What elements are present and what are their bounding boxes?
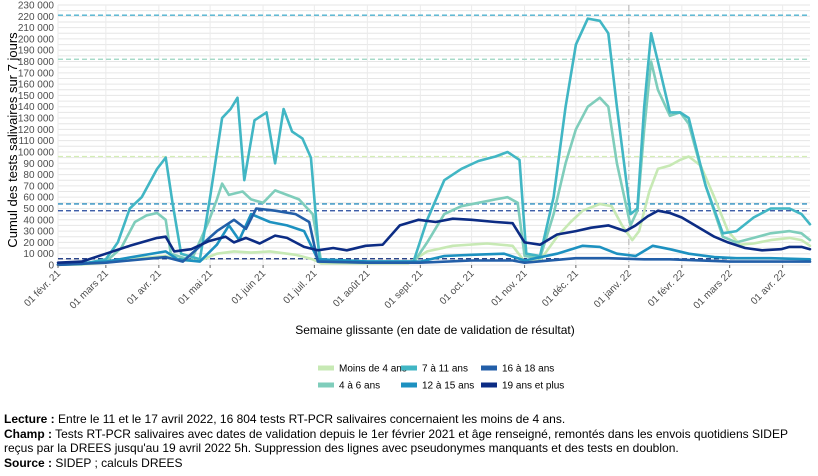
y-tick-label: 220 000 [18,12,55,23]
lecture-label: Lecture : [4,412,55,426]
y-tick-label: 230 000 [18,1,55,12]
chart-notes: Lecture : Entre le 11 et le 17 avril 202… [4,412,816,470]
legend-label: 19 ans et plus [502,381,564,392]
x-tick-label: 01 févr. 21 [22,268,63,309]
lecture-note: Lecture : Entre le 11 et le 17 avril 202… [4,412,816,427]
y-tick-label: 130 000 [18,114,55,125]
source-label: Source : [4,455,53,470]
series-line [56,212,812,267]
x-tick-label: 01 nov. 21 [489,268,530,309]
x-tick-label: 01 mars 22 [692,268,735,311]
y-tick-label: 70 000 [23,181,54,192]
x-tick-label: 01 mai 21 [176,268,215,307]
y-tick-label: 20 000 [23,238,54,249]
x-tick-label: 01 déc. 21 [540,268,581,309]
x-tick-label: 01 mars 21 [68,268,111,311]
y-tick-label: 40 000 [23,215,54,226]
x-tick-label: 01 juin 21 [230,268,269,307]
y-tick-label: 10 000 [23,249,54,260]
y-tick-label: 30 000 [23,227,54,238]
x-tick-label: 01 févr. 22 [646,268,687,309]
champ-note: Champ : Tests RT-PCR salivaires avec dat… [4,427,816,456]
legend-label: 12 à 15 ans [422,381,474,392]
source-note: Source : SIDEP ; calculs DREES [4,456,816,471]
legend-label: 7 à 11 ans [422,364,468,375]
champ-label: Champ : [4,426,52,441]
x-tick-label: 01 oct. 21 [438,268,477,307]
y-tick-label: 120 000 [18,125,55,136]
y-tick-label: 190 000 [18,46,55,57]
y-tick-label: 100 000 [18,147,55,158]
y-tick-label: 60 000 [23,193,54,204]
champ-text: Tests RT-PCR salivaires avec dates de va… [4,426,788,456]
x-tick-label: 01 avr. 21 [125,268,164,307]
y-tick-label: 140 000 [18,102,55,113]
legend-label: Moins de 4 ans [339,364,407,375]
x-tick-label: 01 sept. 21 [383,268,426,311]
x-axis-title: Semaine glissante (en date de validation… [295,323,575,337]
x-tick-label: 01 juil. 21 [281,268,319,306]
y-tick-label: 160 000 [18,80,55,91]
y-tick-label: 210 000 [18,23,55,34]
lecture-text: Entre le 11 et le 17 avril 2022, 16 804 … [54,412,566,426]
y-tick-label: 0 [48,261,54,272]
series-line [56,209,812,264]
legend-label: 16 à 18 ans [502,364,554,375]
legend: Moins de 4 ans 4 à 6 ans 7 à 11 ans 12 à 15… [318,364,564,392]
y-tick-label: 110 000 [19,136,55,147]
x-tick-label: 01 avr. 22 [749,268,788,307]
y-tick-label: 170 000 [18,68,55,79]
series-lines [56,17,812,267]
source-text: SIDEP ; calculs DREES [52,455,183,470]
x-tick-label: 01 janv. 22 [592,268,634,310]
y-tick-label: 80 000 [23,170,54,181]
series-line [56,17,812,266]
y-tick-label: 180 000 [18,57,55,68]
y-tick-label: 90 000 [23,159,54,170]
grid [57,4,810,266]
y-tick-label: 200 000 [18,34,55,45]
y-axis-title: Cumul des tests salivaires sur 7 jours [5,32,20,248]
x-tick-label: 01 août 21 [331,268,373,310]
y-tick-label: 150 000 [18,91,55,102]
y-tick-label: 50 000 [23,204,54,215]
legend-label: 4 à 6 ans [339,381,380,392]
x-axis: 01 févr. 21 01 mars 21 01 avr. 21 01 mai 21… [22,265,788,311]
